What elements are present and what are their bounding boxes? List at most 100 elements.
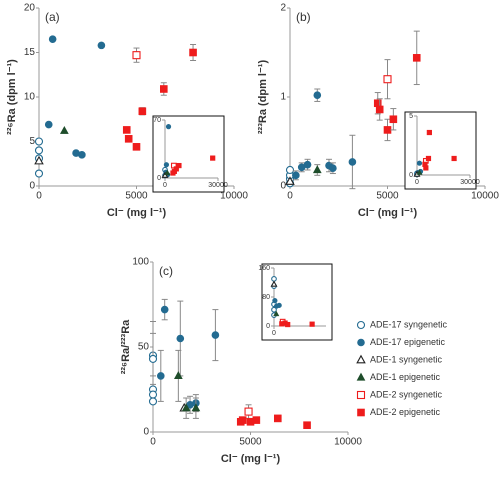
- point: [173, 371, 183, 380]
- y-tick-label: 100: [132, 257, 149, 268]
- x-tick-label: 0: [287, 191, 293, 202]
- point: [244, 407, 253, 416]
- x-tick-label: 0: [272, 330, 276, 337]
- y-tick-label: 10: [24, 92, 36, 103]
- point: [160, 85, 168, 93]
- point: [176, 162, 182, 169]
- point: [181, 403, 191, 412]
- point: [59, 125, 69, 134]
- x-tick-label: 0: [163, 182, 167, 189]
- point: [313, 91, 322, 100]
- legend-label: ADE-2 syngenetic: [370, 389, 443, 399]
- inset: 0 5 0 30000: [404, 111, 480, 190]
- y-tick-label: 80: [262, 294, 270, 301]
- x-tick-label: 30000: [208, 182, 228, 189]
- point: [97, 41, 106, 50]
- point: [273, 310, 280, 317]
- point: [191, 403, 201, 412]
- y-axis-label: ²²⁶Ra/²²³Ra: [120, 319, 132, 374]
- y-tick-label: 5: [409, 113, 413, 120]
- point: [124, 135, 133, 143]
- legend-marker: [356, 390, 366, 400]
- inset-frame: [404, 111, 477, 190]
- panel: 0 50 100 0 5000 10000 (c) Cl⁻ (mg l⁻¹) ²²⁶Ra/²²³…: [120, 257, 362, 465]
- point: [48, 35, 57, 43]
- inset-frame: [152, 115, 225, 193]
- x-tick-label: 5000: [376, 191, 399, 202]
- point: [34, 155, 44, 165]
- x-tick-label: 5000: [239, 437, 262, 448]
- x-axis-label: Cl⁻ (mg l⁻¹): [107, 207, 167, 219]
- point: [412, 54, 421, 62]
- x-tick-label: 0: [150, 437, 156, 448]
- y-tick-label: 70: [153, 117, 161, 124]
- point: [285, 321, 291, 328]
- panel: 0 5 10 15 20 0 5000 10000 (a) Cl⁻ (mg l⁻¹) ²²⁶Ra (…: [6, 3, 248, 219]
- point: [252, 416, 261, 424]
- y-tick-label: 15: [24, 47, 36, 58]
- point: [285, 165, 295, 175]
- point: [148, 354, 158, 363]
- point: [148, 397, 158, 406]
- point: [78, 151, 86, 159]
- point: [272, 298, 278, 304]
- y-tick-label: 20: [24, 3, 36, 14]
- point: [426, 129, 432, 136]
- y-tick-label: 0: [29, 181, 35, 192]
- point: [189, 48, 197, 57]
- y-tick-label: 0: [266, 323, 270, 330]
- x-tick-label: 10000: [220, 191, 248, 202]
- point: [292, 171, 300, 180]
- point: [238, 416, 247, 424]
- point: [132, 143, 141, 151]
- point: [416, 169, 423, 175]
- point: [271, 306, 277, 313]
- x-tick-label: 10000: [471, 191, 499, 202]
- point: [163, 162, 170, 168]
- inset: 0 70 0 30000: [152, 115, 228, 193]
- y-tick-label: 50: [138, 342, 150, 353]
- point: [383, 75, 392, 84]
- x-axis-label: Cl⁻ (mg l⁻¹): [221, 453, 281, 465]
- y-tick-label: 0: [143, 427, 149, 438]
- legend-label: ADE-1 syngenetic: [370, 354, 443, 364]
- y-tick-label: 160: [258, 265, 270, 272]
- legend-item: ADE-17 syngenetic: [356, 319, 448, 329]
- legend-item: ADE-1 syngenetic: [356, 354, 443, 364]
- point: [176, 334, 185, 343]
- point: [348, 158, 357, 166]
- x-tick-label: 0: [415, 179, 419, 186]
- y-tick-label: 0: [280, 181, 286, 192]
- legend-marker: [357, 408, 365, 417]
- legend-marker: [357, 338, 365, 347]
- point: [303, 160, 312, 169]
- point: [211, 331, 220, 339]
- point: [160, 305, 169, 314]
- point: [34, 169, 44, 178]
- legend-item: ADE-17 epigenetic: [357, 337, 446, 347]
- panel-label: (c): [159, 264, 173, 278]
- x-tick-label: 0: [36, 191, 42, 202]
- legend-label: ADE-2 epigenetic: [370, 407, 441, 417]
- point: [165, 124, 172, 130]
- point: [132, 51, 141, 60]
- y-tick-label: 2: [280, 3, 286, 14]
- point: [273, 414, 282, 423]
- point: [34, 137, 44, 146]
- y-tick-label: 0: [409, 172, 413, 179]
- x-tick-label: 30000: [460, 179, 480, 186]
- point: [303, 421, 311, 430]
- legend-item: ADE-2 epigenetic: [357, 407, 441, 417]
- x-tick-label: 5000: [125, 191, 148, 202]
- point: [309, 321, 315, 327]
- legend-label: ADE-1 epigenetic: [370, 372, 441, 382]
- point: [425, 155, 432, 162]
- point: [157, 372, 165, 380]
- inset: 0 80 160 0: [258, 263, 333, 341]
- point: [383, 126, 392, 134]
- point: [210, 155, 216, 161]
- legend-label: ADE-17 epigenetic: [370, 337, 446, 347]
- point: [270, 280, 278, 287]
- y-axis-label: ²²⁶Ra (dpm l⁻¹): [6, 59, 18, 135]
